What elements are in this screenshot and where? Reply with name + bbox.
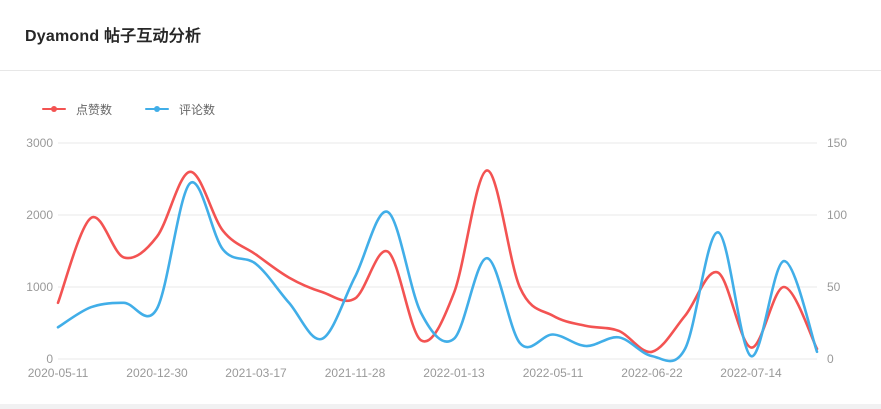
legend-item-likes[interactable]: 点赞数 [42, 101, 112, 118]
right-axis-tick-label: 50 [827, 280, 841, 294]
x-axis-tick-label: 2022-06-22 [621, 366, 683, 380]
x-axis-tick-label: 2022-07-14 [720, 366, 782, 380]
right-axis-tick-label: 0 [827, 352, 834, 366]
legend-dot-icon [51, 106, 57, 112]
chart-legend: 点赞数 评论数 [42, 100, 215, 118]
legend-dot-icon [154, 106, 161, 112]
x-axis-tick-label: 2022-05-11 [523, 366, 584, 380]
x-axis-tick-label: 2020-05-11 [28, 366, 89, 380]
legend-label: 评论数 [179, 102, 216, 117]
legend-line-marker-icon [42, 106, 66, 112]
left-axis-tick-label: 2000 [26, 208, 53, 222]
x-axis-tick-label: 2022-01-13 [423, 366, 485, 380]
header-divider [0, 70, 881, 71]
likes-series-line [56, 169, 819, 354]
page-title: Dyamond 帖子互动分析 [25, 28, 202, 45]
right-axis-labels: 0 50 100 150 [827, 136, 847, 366]
x-axis-labels: 2020-05-11 2020-12-30 2021-03-17 2021-11-28… [28, 366, 782, 380]
x-axis-tick-label: 2021-03-17 [225, 366, 287, 380]
legend-line-marker-icon [145, 106, 170, 112]
x-axis-tick-label: 2020-12-30 [126, 366, 188, 380]
right-axis-tick-label: 150 [827, 136, 847, 150]
legend-label: 点赞数 [76, 102, 113, 117]
x-axis-tick-label: 2021-11-28 [325, 366, 386, 380]
page-background-strip [0, 404, 881, 409]
legend-item-comments[interactable]: 评论数 [145, 101, 215, 118]
left-axis-labels: 0 1000 2000 3000 [26, 136, 53, 366]
left-axis-tick-label: 3000 [26, 136, 53, 150]
left-axis-tick-label: 0 [46, 352, 53, 366]
left-axis-tick-label: 1000 [26, 280, 53, 294]
comments-series-line [56, 181, 819, 363]
right-axis-tick-label: 100 [827, 208, 847, 222]
grid-lines [58, 142, 817, 360]
